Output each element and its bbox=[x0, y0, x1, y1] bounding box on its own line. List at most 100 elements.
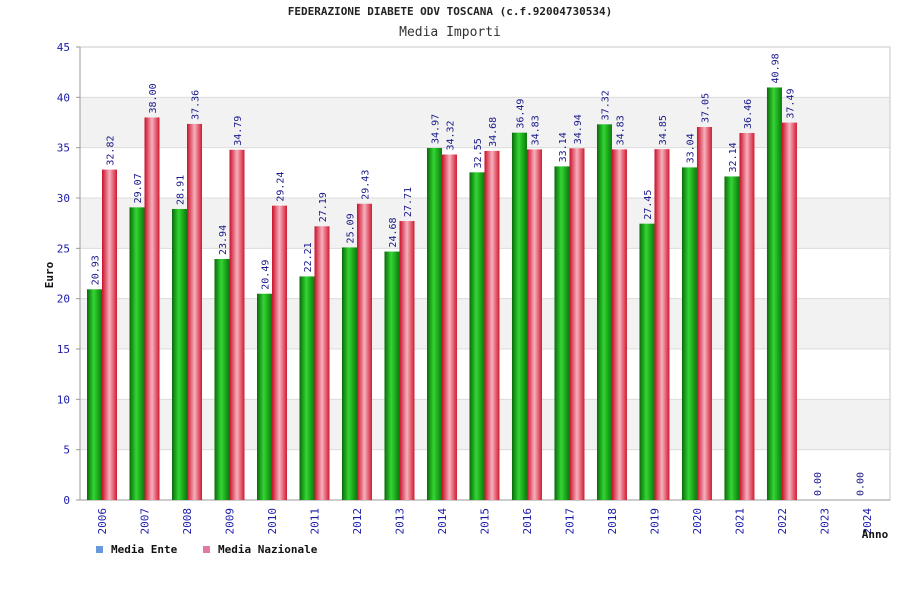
bar-media-ente-2014 bbox=[426, 147, 442, 500]
bar-media-ente-2009 bbox=[214, 259, 230, 500]
bar-media-nazionale-2014 bbox=[441, 154, 457, 500]
data-label-media-ente-2023: 0.00 bbox=[813, 472, 824, 496]
data-label-media-nazionale-2016: 34.83 bbox=[530, 115, 541, 145]
legend-label-media-ente: Media Ente bbox=[111, 543, 178, 556]
x-tick-label-2020: 2020 bbox=[691, 508, 704, 535]
bar-media-ente-2008 bbox=[171, 208, 187, 501]
bar-media-nazionale-2010 bbox=[271, 205, 287, 500]
data-label-media-nazionale-2021: 36.46 bbox=[743, 99, 754, 129]
chart-subtitle: Media Importi bbox=[399, 25, 501, 40]
data-label-media-nazionale-2009: 34.79 bbox=[233, 116, 244, 146]
data-label-media-nazionale-2010: 29.24 bbox=[275, 172, 286, 202]
bar-media-nazionale-2017 bbox=[569, 148, 585, 500]
data-label-media-nazionale-2008: 37.36 bbox=[190, 90, 201, 120]
data-label-media-ente-2022: 40.98 bbox=[770, 53, 781, 83]
data-label-media-ente-2007: 29.07 bbox=[133, 173, 144, 203]
y-tick-label: 40 bbox=[57, 91, 70, 104]
data-label-media-nazionale-2011: 27.19 bbox=[318, 192, 329, 222]
y-tick-label: 35 bbox=[57, 142, 70, 155]
x-tick-label-2018: 2018 bbox=[606, 508, 619, 535]
x-tick-label-2007: 2007 bbox=[138, 508, 151, 535]
data-label-media-ente-2020: 33.04 bbox=[685, 133, 696, 163]
bar-media-nazionale-2006 bbox=[102, 169, 117, 500]
data-label-media-ente-2012: 25.09 bbox=[345, 213, 356, 243]
data-label-media-ente-2014: 34.97 bbox=[430, 114, 441, 144]
bar-media-nazionale-2018 bbox=[611, 149, 627, 501]
x-tick-label-2011: 2011 bbox=[308, 508, 321, 535]
y-tick-label: 15 bbox=[57, 343, 70, 356]
data-label-media-nazionale-2015: 34.68 bbox=[488, 117, 499, 147]
legend-swatch-media-ente bbox=[96, 546, 103, 553]
bar-media-nazionale-2011 bbox=[314, 226, 330, 500]
data-label-media-nazionale-2019: 34.85 bbox=[658, 115, 669, 145]
bar-media-nazionale-2008 bbox=[186, 123, 202, 500]
bar-media-ente-2016 bbox=[511, 132, 527, 500]
legend-label-media-nazionale: Media Nazionale bbox=[218, 543, 318, 556]
data-label-media-nazionale-2006: 32.82 bbox=[106, 136, 117, 166]
data-label-media-ente-2018: 37.32 bbox=[600, 90, 611, 120]
data-label-media-ente-2006: 20.93 bbox=[91, 255, 102, 285]
data-label-media-nazionale-2018: 34.83 bbox=[615, 115, 626, 145]
x-tick-label-2012: 2012 bbox=[351, 508, 364, 535]
y-tick-label: 20 bbox=[57, 293, 70, 306]
x-tick-label-2019: 2019 bbox=[648, 508, 661, 535]
y-tick-label: 25 bbox=[57, 242, 70, 255]
x-tick-label-2017: 2017 bbox=[563, 508, 576, 535]
bar-media-ente-2017 bbox=[554, 166, 570, 500]
legend-swatch-media-nazionale bbox=[203, 546, 210, 553]
legend-item-media-ente: Media Ente bbox=[96, 543, 177, 556]
x-tick-label-2022: 2022 bbox=[776, 508, 789, 535]
data-label-media-nazionale-2012: 29.43 bbox=[360, 170, 371, 200]
y-axis-label: Euro bbox=[43, 261, 56, 288]
bar-media-nazionale-2022 bbox=[781, 122, 797, 500]
chart-title: FEDERAZIONE DIABETE ODV TOSCANA (c.f.920… bbox=[287, 5, 613, 18]
x-tick-label-2024: 2024 bbox=[861, 508, 874, 535]
bar-media-nazionale-2021 bbox=[739, 132, 755, 500]
data-label-media-ente-2011: 22.21 bbox=[303, 242, 314, 272]
data-label-media-ente-2024: 0.00 bbox=[855, 472, 866, 496]
data-label-media-ente-2013: 24.68 bbox=[388, 217, 399, 247]
data-label-media-ente-2016: 36.49 bbox=[515, 99, 526, 129]
y-tick-label: 45 bbox=[57, 41, 70, 54]
x-tick-label-2023: 2023 bbox=[818, 508, 831, 535]
bar-media-ente-2012 bbox=[341, 247, 357, 500]
x-tick-label-2008: 2008 bbox=[181, 508, 194, 535]
x-tick-label-2016: 2016 bbox=[521, 508, 534, 535]
bar-media-ente-2015 bbox=[469, 172, 485, 500]
bar-media-nazionale-2015 bbox=[484, 150, 500, 500]
data-label-media-nazionale-2017: 34.94 bbox=[573, 114, 584, 144]
bar-media-ente-2013 bbox=[384, 251, 400, 500]
x-tick-label-2014: 2014 bbox=[436, 508, 449, 535]
bar-media-nazionale-2007 bbox=[144, 117, 160, 500]
x-tick-label-2015: 2015 bbox=[478, 508, 491, 535]
x-tick-label-2013: 2013 bbox=[393, 508, 406, 535]
legend-item-media-nazionale: Media Nazionale bbox=[203, 543, 317, 556]
data-label-media-ente-2008: 28.91 bbox=[175, 175, 186, 205]
data-label-media-ente-2009: 23.94 bbox=[218, 225, 229, 255]
x-tick-label-2009: 2009 bbox=[223, 508, 236, 535]
data-label-media-ente-2015: 32.55 bbox=[473, 138, 484, 168]
bar-media-ente-2010 bbox=[256, 293, 272, 500]
data-label-media-ente-2021: 32.14 bbox=[728, 142, 739, 172]
data-label-media-nazionale-2020: 37.05 bbox=[700, 93, 711, 123]
bar-media-ente-2006 bbox=[87, 289, 102, 500]
bar-media-nazionale-2012 bbox=[356, 203, 372, 500]
data-label-media-nazionale-2007: 38.00 bbox=[148, 83, 159, 113]
data-label-media-nazionale-2022: 37.49 bbox=[785, 88, 796, 118]
x-tick-label-2010: 2010 bbox=[266, 508, 279, 535]
bar-media-nazionale-2013 bbox=[399, 221, 415, 500]
bar-media-ente-2019 bbox=[639, 223, 655, 501]
data-label-media-ente-2017: 33.14 bbox=[558, 132, 569, 162]
x-tick-label-2021: 2021 bbox=[733, 508, 746, 535]
bar-media-ente-2007 bbox=[129, 207, 145, 500]
grid-band bbox=[80, 97, 890, 148]
bar-media-nazionale-2019 bbox=[654, 149, 670, 500]
bar-media-ente-2018 bbox=[596, 124, 612, 500]
bar-media-nazionale-2009 bbox=[229, 149, 245, 500]
data-label-media-ente-2010: 20.49 bbox=[260, 260, 271, 290]
x-tick-label-2006: 2006 bbox=[96, 508, 109, 535]
y-tick-label: 30 bbox=[57, 192, 70, 205]
y-tick-label: 5 bbox=[63, 444, 70, 457]
data-label-media-nazionale-2014: 34.32 bbox=[445, 120, 456, 150]
